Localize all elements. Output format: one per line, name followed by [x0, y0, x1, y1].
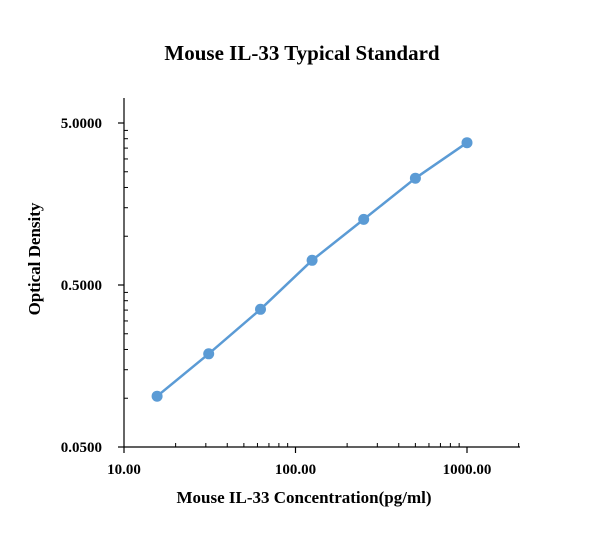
- y-tick-label: 0.5000: [61, 278, 102, 294]
- data-point: [461, 137, 473, 149]
- x-tick-label: 10.00: [107, 462, 141, 478]
- y-axis-title: Optical Density: [25, 202, 44, 315]
- y-axis-tick-labels: 0.0500 0.5000 5.0000: [61, 116, 102, 456]
- chart-title: Mouse IL-33 Typical Standard: [164, 41, 440, 65]
- data-point: [306, 254, 318, 266]
- data-point: [409, 172, 421, 184]
- x-axis-ticks: [123, 443, 520, 453]
- x-axis-tick-labels: 10.00 100.00 1000.00: [107, 462, 491, 478]
- series-line: [156, 141, 468, 398]
- axes: 0.0500 0.5000 5.0000 10.00 100.00 1000.00: [61, 98, 520, 478]
- x-tick-label: 1000.00: [443, 462, 492, 478]
- data-point: [203, 348, 215, 360]
- x-axis-title: Mouse IL-33 Concentration(pg/ml): [177, 488, 432, 507]
- y-tick-label: 5.0000: [61, 116, 102, 132]
- data-point: [358, 213, 370, 225]
- y-tick-label: 0.0500: [61, 440, 102, 456]
- data-point: [151, 390, 163, 402]
- plot-area: [151, 137, 473, 402]
- data-point: [255, 303, 266, 315]
- y-axis-ticks: [118, 122, 128, 448]
- x-tick-label: 100.00: [275, 462, 316, 478]
